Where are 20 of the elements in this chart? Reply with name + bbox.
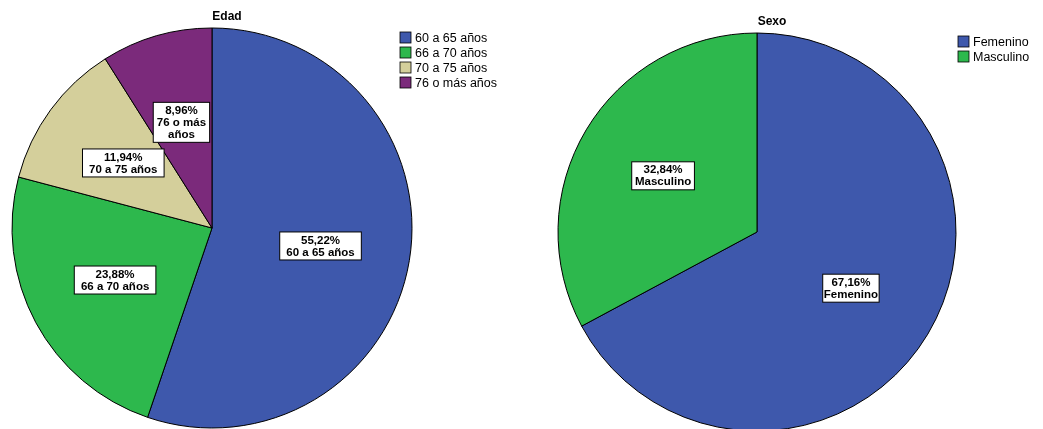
slice-label: 76 o más años xyxy=(156,115,207,140)
slice-label: 66 a 70 años xyxy=(80,279,150,292)
slice-label: 70 a 75 años xyxy=(89,162,158,175)
chart-title: Edad xyxy=(212,9,242,23)
slice-label: Masculino xyxy=(634,175,692,188)
data-label: 67,16% xyxy=(831,275,871,288)
legend-label: Masculino xyxy=(973,50,1030,64)
legend-label: 70 a 75 años xyxy=(415,61,488,75)
data-label: 11,94% xyxy=(104,150,143,163)
legend-label: Femenino xyxy=(973,35,1029,49)
data-label: 23,88% xyxy=(95,267,135,280)
data-label: 55,22% xyxy=(301,233,341,246)
slice-label: Femenino xyxy=(823,287,879,300)
chart-title: Sexo xyxy=(757,14,787,28)
slice-label: 60 a 65 años xyxy=(286,245,355,258)
data-label: 32,84% xyxy=(643,163,683,176)
legend-label: 76 o más años xyxy=(415,76,497,90)
data-label: 8,96% xyxy=(165,103,198,116)
legend-label: 60 a 65 años xyxy=(415,31,488,45)
legend-label: 66 a 70 años xyxy=(415,46,488,60)
